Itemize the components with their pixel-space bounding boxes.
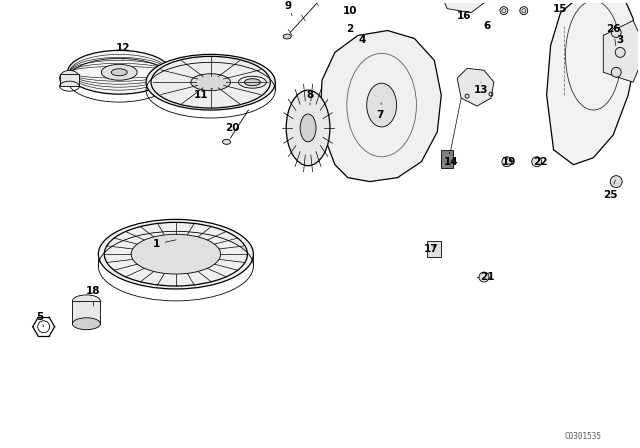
Text: 12: 12	[116, 43, 131, 60]
Circle shape	[490, 0, 498, 3]
Text: 11: 11	[193, 88, 212, 100]
Text: 17: 17	[424, 244, 438, 254]
Circle shape	[510, 0, 518, 3]
Polygon shape	[547, 0, 636, 165]
Bar	[72, 301, 100, 324]
Ellipse shape	[367, 83, 397, 127]
Ellipse shape	[131, 234, 221, 274]
Circle shape	[532, 157, 541, 167]
Polygon shape	[437, 0, 489, 13]
Text: 7: 7	[376, 103, 383, 120]
Text: 26: 26	[606, 24, 620, 46]
Ellipse shape	[191, 74, 230, 90]
Text: 9: 9	[285, 0, 292, 16]
Text: 13: 13	[474, 82, 488, 95]
Ellipse shape	[72, 295, 100, 307]
Text: C0301535: C0301535	[565, 431, 602, 440]
Circle shape	[611, 67, 621, 77]
Text: 6: 6	[483, 21, 491, 30]
Circle shape	[520, 7, 528, 15]
Ellipse shape	[239, 76, 266, 88]
Bar	[428, 241, 441, 257]
Ellipse shape	[300, 114, 316, 142]
Text: 21: 21	[480, 272, 494, 282]
Circle shape	[611, 27, 621, 38]
Circle shape	[500, 7, 508, 15]
Ellipse shape	[286, 90, 330, 166]
Text: 10: 10	[342, 6, 357, 16]
Text: 2: 2	[346, 24, 353, 34]
Text: 25: 25	[603, 180, 618, 199]
Text: 3: 3	[616, 35, 624, 45]
Ellipse shape	[223, 139, 230, 144]
Ellipse shape	[101, 65, 137, 80]
Text: 1: 1	[152, 239, 176, 249]
Text: 15: 15	[0, 447, 1, 448]
Ellipse shape	[68, 51, 171, 94]
Circle shape	[611, 176, 622, 188]
Polygon shape	[320, 30, 441, 181]
Text: 22: 22	[533, 157, 548, 167]
Text: 19: 19	[502, 157, 516, 167]
Text: 14: 14	[444, 152, 458, 167]
Ellipse shape	[72, 318, 100, 330]
Text: 20: 20	[225, 123, 240, 133]
Text: 5: 5	[36, 312, 44, 327]
Ellipse shape	[111, 69, 127, 76]
Circle shape	[479, 272, 489, 282]
Polygon shape	[604, 21, 640, 82]
Text: 15: 15	[554, 4, 568, 13]
Bar	[60, 74, 79, 86]
Ellipse shape	[60, 70, 79, 86]
Bar	[441, 150, 453, 168]
Text: 8: 8	[307, 90, 314, 105]
Ellipse shape	[99, 220, 253, 289]
Circle shape	[615, 47, 625, 57]
Ellipse shape	[146, 54, 275, 110]
Text: 4: 4	[358, 35, 365, 45]
Ellipse shape	[244, 79, 260, 86]
Circle shape	[502, 157, 512, 167]
Text: 18: 18	[86, 286, 100, 306]
Text: 16: 16	[457, 11, 472, 21]
Polygon shape	[457, 68, 494, 106]
Ellipse shape	[284, 34, 291, 39]
